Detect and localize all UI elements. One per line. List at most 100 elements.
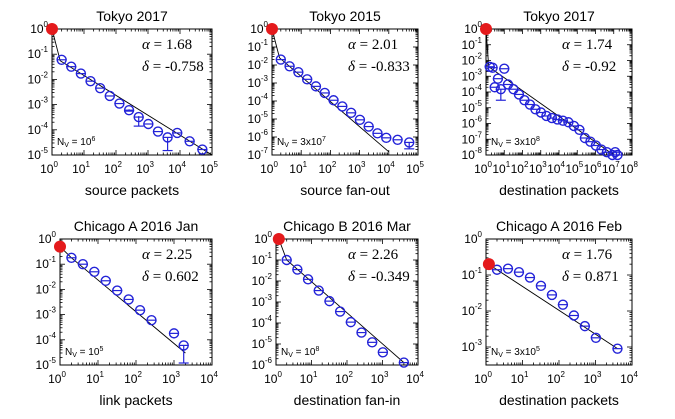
data-point — [513, 266, 525, 278]
data-point — [398, 357, 410, 368]
data-point — [56, 54, 67, 65]
alpha-value: α = 1.68 — [142, 37, 192, 53]
chart-panel-4: Chicago A 2016 Jan link packets 100 101 102 1… — [36, 218, 219, 408]
data-point — [143, 118, 154, 130]
plot-frame — [271, 28, 419, 156]
delta-value: δ = -0.758 — [142, 59, 204, 75]
data-point — [319, 87, 330, 99]
data-point — [363, 121, 374, 132]
data-point — [94, 82, 106, 94]
data-point — [281, 254, 292, 266]
chart-title: Tokyo 2017 — [523, 8, 595, 24]
data-point — [345, 316, 357, 328]
x-tick-label: 108 — [620, 160, 638, 176]
data-point — [66, 61, 77, 72]
data-point — [345, 107, 357, 119]
chart-panel-6: Chicago A 2016 Feb destination packets 100… — [462, 218, 639, 408]
alpha-value: α = 2.01 — [348, 37, 398, 53]
delta-value: δ = -0.92 — [562, 59, 616, 75]
y-tick-label: 100 — [38, 230, 56, 246]
data-point — [354, 114, 366, 126]
data-point — [609, 147, 621, 158]
data-point — [590, 332, 602, 344]
x-tick-label: 102 — [124, 370, 142, 386]
alpha-value: α = 2.26 — [348, 247, 399, 263]
delta-value: δ = -0.349 — [348, 269, 410, 285]
data-point — [392, 134, 403, 145]
alpha-value: α = 1.76 — [562, 247, 613, 263]
x-axis-label: destination fan-in — [294, 392, 401, 408]
y-tick-label: 10-1 — [462, 36, 483, 52]
y-tick-label: 10-7 — [462, 130, 483, 146]
x-tick-label: 104 — [168, 160, 186, 176]
data-point — [292, 264, 303, 275]
x-tick-label: 105 — [200, 160, 218, 176]
data-point — [546, 112, 558, 124]
x-tick-label: 104 — [406, 370, 424, 386]
y-tick-label: 10-4 — [28, 121, 49, 137]
data-point — [293, 66, 304, 78]
origin-point — [480, 23, 492, 35]
y-tick-label: 100 — [464, 20, 482, 36]
nv-annotation: NV = 106 — [57, 136, 95, 149]
delta-value: δ = -0.833 — [348, 59, 410, 75]
y-tick-label: 10-2 — [252, 272, 273, 288]
data-point — [574, 124, 585, 135]
fit-line — [51, 28, 213, 156]
x-tick-label: 106 — [584, 160, 602, 176]
x-tick-label: 103 — [136, 160, 154, 176]
data-point — [372, 128, 383, 139]
data-point — [557, 299, 569, 310]
y-tick-label: 10-5 — [248, 110, 269, 126]
data-point — [172, 127, 183, 139]
x-tick-label: 104 — [620, 370, 638, 386]
x-axis-label: link packets — [99, 392, 172, 408]
data-point — [513, 89, 525, 100]
nv-annotation: NV = 3x105 — [491, 346, 540, 359]
x-tick-label: 102 — [335, 370, 353, 386]
data-point — [356, 327, 367, 338]
x-tick-label: 105 — [406, 160, 424, 176]
data-point — [495, 84, 507, 95]
data-point — [535, 280, 547, 292]
y-tick-label: 10-8 — [462, 146, 483, 162]
x-tick-label: 102 — [104, 160, 122, 176]
data-point — [284, 61, 295, 72]
y-tick-label: 10-5 — [36, 356, 57, 372]
x-tick-label: 101 — [86, 370, 104, 386]
data-point — [178, 340, 189, 351]
y-tick-label: 10-5 — [252, 335, 273, 351]
y-tick-label: 10-6 — [248, 128, 269, 144]
data-point — [535, 107, 547, 118]
origin-point — [266, 23, 278, 35]
data-point — [184, 136, 195, 147]
y-tick-label: 10-6 — [252, 356, 273, 372]
x-tick-label: 104 — [377, 160, 395, 176]
delta-value: δ = 0.871 — [562, 269, 619, 285]
data-point — [499, 63, 510, 74]
data-point — [197, 144, 208, 155]
plot-frame — [51, 28, 213, 156]
chart-title: Chicago B 2016 Mar — [283, 218, 411, 234]
data-point — [546, 289, 558, 301]
x-tick-label: 100 — [474, 160, 492, 176]
data-point — [146, 314, 157, 326]
data-point — [502, 263, 514, 274]
data-point — [123, 294, 134, 305]
x-tick-label: 103 — [529, 160, 547, 176]
y-tick-label: 10-2 — [462, 52, 483, 68]
y-tick-label: 10-3 — [248, 74, 269, 90]
data-point — [168, 328, 180, 339]
y-tick-label: 10-5 — [462, 99, 483, 115]
x-tick-label: 100 — [474, 370, 492, 386]
data-point — [492, 73, 504, 84]
fit-line — [271, 28, 390, 153]
chart-title: Chicago A 2016 Feb — [496, 218, 622, 234]
origin-point — [482, 258, 495, 271]
data-point — [75, 68, 87, 79]
x-tick-label: 102 — [318, 160, 336, 176]
y-tick-label: 10-4 — [248, 92, 269, 108]
data-point — [377, 347, 389, 358]
y-tick-label: 10-3 — [462, 338, 483, 354]
